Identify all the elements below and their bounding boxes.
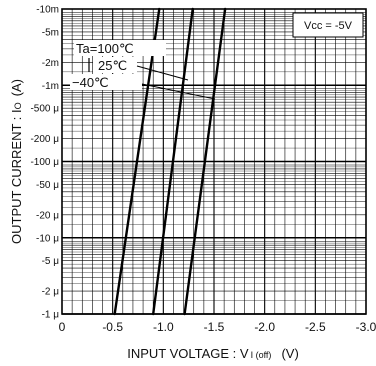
label-background xyxy=(74,40,166,56)
label-background xyxy=(93,57,137,73)
x-tick-label: -2.0 xyxy=(254,320,275,334)
series-label-minus40: −40℃ xyxy=(72,75,109,90)
series-label-100: Ta=100℃ xyxy=(76,41,134,56)
x-tick-label: -1.5 xyxy=(204,320,225,334)
y-tick-label: -10 μ xyxy=(36,233,59,244)
series-line xyxy=(113,7,161,316)
y-tick-label: -1 μ xyxy=(42,310,60,321)
series-line xyxy=(183,7,227,316)
y-axis-label: OUTPUT CURRENT : IO(A) xyxy=(9,79,24,244)
annotation-box-text: Vcc = -5V xyxy=(304,20,353,32)
y-tick-label: -1m xyxy=(42,81,59,92)
y-tick-label: -5 μ xyxy=(42,256,60,267)
leader-line-minus40 xyxy=(141,83,216,100)
x-tick-label: -3.0 xyxy=(356,320,376,334)
y-tick-label: -200 μ xyxy=(30,134,59,145)
series-label-25: 25℃ xyxy=(98,58,127,73)
y-tick-label: -20 μ xyxy=(36,210,59,221)
annotation-box xyxy=(292,12,364,38)
x-tick-label: -2.5 xyxy=(305,320,326,334)
y-tick-label: -500 μ xyxy=(30,104,59,115)
y-tick-label: -100 μ xyxy=(30,157,59,168)
plot-frame xyxy=(61,8,367,315)
x-tick-label: -1.0 xyxy=(153,320,174,334)
y-tick-label: -50 μ xyxy=(36,180,59,191)
y-tick-label: -5m xyxy=(42,27,59,38)
y-tick-label: -2m xyxy=(42,58,59,69)
x-tick-label: 0 xyxy=(59,320,66,334)
label-background xyxy=(70,74,142,90)
x-tick-label: -0.5 xyxy=(102,320,123,334)
leader-line-25 xyxy=(136,65,189,81)
y-tick-label: -10m xyxy=(36,5,59,16)
series-line xyxy=(151,7,194,316)
y-tick-label: -2 μ xyxy=(42,287,60,298)
